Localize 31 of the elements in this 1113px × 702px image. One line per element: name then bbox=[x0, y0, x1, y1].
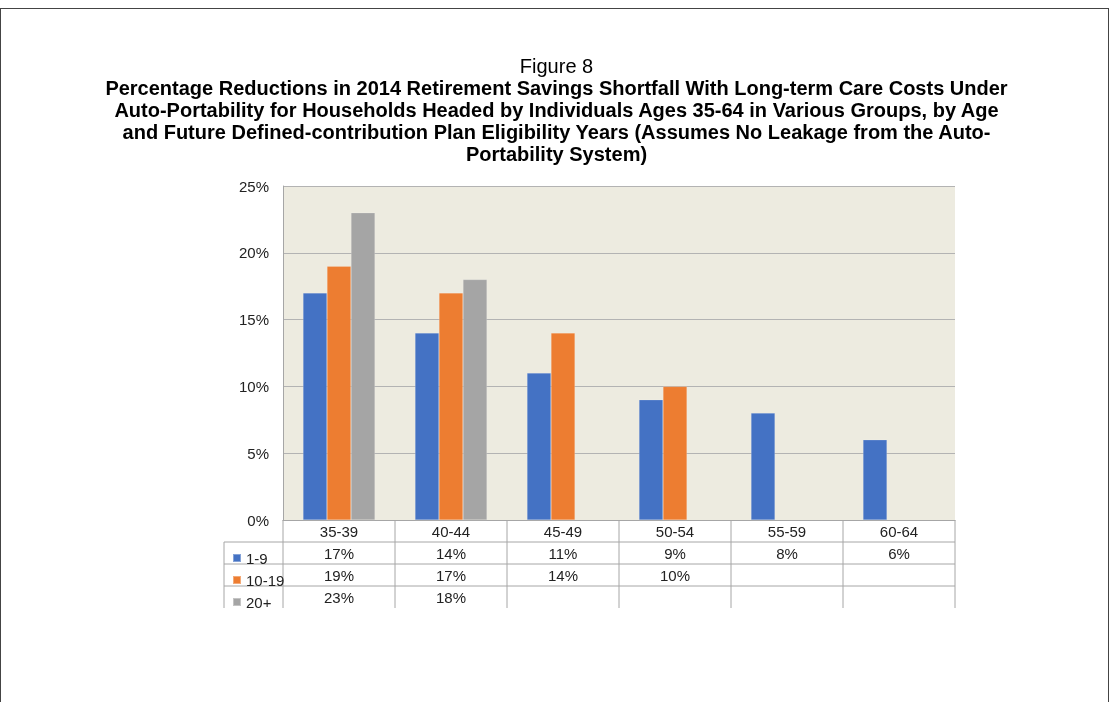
x-tick-label: 50-54 bbox=[655, 523, 695, 540]
data-label: 10% bbox=[659, 566, 691, 584]
y-tick-label: 10% bbox=[238, 377, 269, 395]
data-label: 8% bbox=[776, 544, 798, 562]
data-label: 17% bbox=[435, 566, 467, 584]
x-tick-label: 45-49 bbox=[543, 523, 583, 540]
data-label: 14% bbox=[435, 544, 467, 562]
legend-label: 1-9 bbox=[246, 549, 268, 567]
data-label: 11% bbox=[548, 544, 578, 562]
data-label: 6% bbox=[888, 544, 910, 562]
bar bbox=[863, 439, 887, 520]
y-tick-label: 25% bbox=[238, 177, 269, 195]
x-tick-label: 55-59 bbox=[767, 523, 807, 540]
y-tick-label: 5% bbox=[247, 444, 269, 462]
x-tick-label: 35-39 bbox=[319, 523, 359, 540]
data-label: 19% bbox=[323, 566, 355, 584]
x-tick-label: 60-64 bbox=[879, 523, 919, 540]
data-label: 14% bbox=[547, 566, 579, 584]
data-label: 23% bbox=[323, 588, 355, 606]
y-tick-label: 15% bbox=[238, 311, 269, 329]
data-label: 18% bbox=[435, 588, 467, 606]
y-tick-label: 0% bbox=[247, 511, 269, 529]
chart-title: Figure 8 bbox=[518, 55, 595, 77]
chart-subtitle: Percentage Reductions in 2014 Retirement Savings Shortfall With Long-term Care Costs Under Auto-Portability for Households Headed by Individuals Ages 35-64 in Various Groups, by Age and Future Defined-contribution Plan Eligibility Years (Assumes No Leakage from the Auto-Portability System) bbox=[104, 77, 1009, 165]
x-tick-label: 40-44 bbox=[431, 523, 471, 540]
data-label: 9% bbox=[664, 544, 686, 562]
legend-label: 20+ bbox=[246, 593, 272, 611]
legend-label: 10-19 bbox=[246, 571, 285, 589]
data-label: 17% bbox=[323, 544, 355, 562]
y-tick-label: 20% bbox=[238, 244, 269, 262]
bar bbox=[751, 413, 775, 520]
